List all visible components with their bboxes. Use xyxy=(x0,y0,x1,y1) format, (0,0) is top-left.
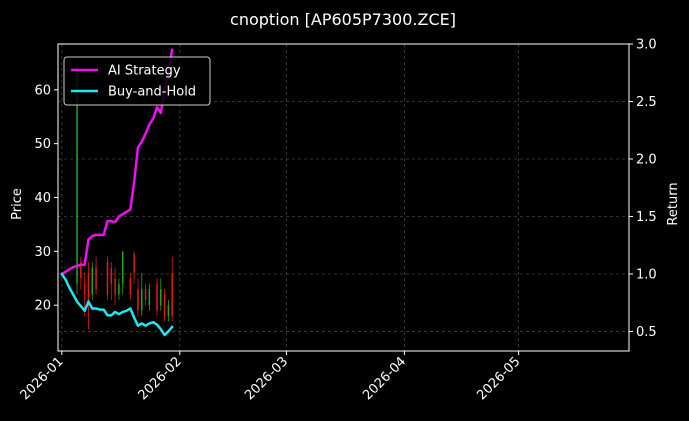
chart-title: cnoption [AP605P7300.ZCE] xyxy=(230,10,456,29)
candle-body xyxy=(91,267,94,295)
y-axis-label-right: Return xyxy=(666,182,681,225)
candle-body xyxy=(95,267,97,290)
candle-body xyxy=(87,272,90,306)
candle-body xyxy=(148,289,151,306)
return-series xyxy=(60,48,174,337)
candle-body xyxy=(110,267,113,284)
candle-body xyxy=(80,262,82,279)
y-right-tick-label: 1.0 xyxy=(636,267,657,282)
candle-body xyxy=(118,283,120,295)
candle-body xyxy=(129,278,132,295)
y-right-tick-label: 1.5 xyxy=(636,210,657,225)
candle-body xyxy=(106,262,109,295)
y-left-tick-label: 30 xyxy=(34,245,51,260)
candle-body xyxy=(160,289,162,306)
y-left-tick-label: 40 xyxy=(34,191,51,206)
candle-body xyxy=(171,272,173,316)
candle-body xyxy=(137,289,139,311)
candle-body xyxy=(167,305,170,316)
y-right-tick-label: 3.0 xyxy=(636,38,657,53)
candle-body xyxy=(114,278,116,295)
y-left-tick-label: 20 xyxy=(34,299,51,314)
candle-body xyxy=(144,289,147,300)
y-right-tick-label: 2.5 xyxy=(636,95,657,110)
y-left-tick-label: 60 xyxy=(34,83,51,98)
legend-label-ai-strategy: AI Strategy xyxy=(108,64,181,79)
candle-body xyxy=(76,68,78,284)
candle-body xyxy=(140,289,143,311)
candle-body xyxy=(163,294,166,316)
y-left-tick-label: 50 xyxy=(34,137,51,152)
y-right-tick-label: 2.0 xyxy=(636,152,657,167)
candle-body xyxy=(121,251,124,284)
y-right-tick-label: 0.5 xyxy=(636,325,657,340)
y-axis-label-left: Price xyxy=(10,188,25,220)
candle-body xyxy=(156,283,158,311)
ai-strategy-line xyxy=(60,48,174,276)
buy-and-hold-line xyxy=(60,272,174,337)
legend: AI Strategy Buy-and-Hold xyxy=(63,56,211,106)
candle-body xyxy=(83,283,86,295)
legend-label-buy-and-hold: Buy-and-Hold xyxy=(108,85,196,100)
legend-box xyxy=(63,56,211,106)
candle-body xyxy=(133,254,135,273)
